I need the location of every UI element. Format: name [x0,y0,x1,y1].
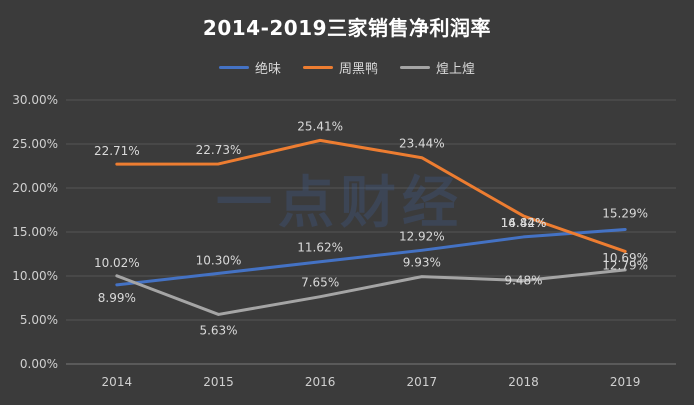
data-label: 23.44% [399,137,445,151]
data-label: 7.65% [301,276,339,290]
x-tick-label: 2015 [203,375,234,389]
x-tick-label: 2019 [610,375,641,389]
data-label: 15.29% [602,206,648,220]
legend-swatch-juewei [218,66,249,69]
data-label: 22.71% [94,144,140,158]
y-tick-label: 5.00% [20,313,58,327]
data-label: 11.62% [297,241,343,255]
data-label: 16.82% [501,216,547,230]
legend-label-juewei: 绝味 [254,62,281,77]
legend-swatch-huangshanghuang [400,66,430,69]
legend-item-zhouheiya[interactable]: 周黑鸭 [302,58,378,77]
data-label: 9.48% [504,274,542,288]
data-label: 12.92% [399,229,445,243]
chart-legend: 绝味 周黑鸭 煌上煌 [0,58,694,77]
data-label: 10.69% [602,251,648,265]
x-tick-label: 2018 [508,375,539,389]
data-label: 9.93% [403,256,441,270]
y-tick-label: 10.00% [12,269,58,283]
x-tick-label: 2017 [407,375,438,389]
series-line-1 [115,138,627,253]
legend-label-huangshanghuang: 煌上煌 [436,62,476,77]
data-label: 25.41% [297,119,343,133]
series-line-0 [115,227,627,287]
data-label: 14.44% [501,216,547,230]
y-tick-label: 30.00% [12,93,58,107]
chart-title: 2014-2019三家销售净利润率 [202,16,492,40]
x-tick-label: 2014 [102,375,133,389]
data-label: 8.99% [98,291,136,305]
legend-item-juewei[interactable]: 绝味 [218,58,281,77]
data-label: 12.79% [602,258,648,272]
x-tick-label: 2016 [305,375,336,389]
legend-item-huangshanghuang[interactable]: 煌上煌 [400,58,475,77]
y-tick-label: 15.00% [12,225,58,239]
y-tick-label: 0.00% [20,357,58,371]
data-label: 22.73% [196,143,242,157]
y-tick-label: 25.00% [12,137,58,151]
legend-label-zhouheiya: 周黑鸭 [338,62,378,77]
data-label: 10.30% [196,253,242,267]
data-label: 10.02% [94,256,140,270]
series-line-2 [115,268,627,316]
legend-swatch-zhouheiya [302,66,333,69]
y-tick-label: 20.00% [12,181,58,195]
data-label: 5.63% [199,323,237,337]
